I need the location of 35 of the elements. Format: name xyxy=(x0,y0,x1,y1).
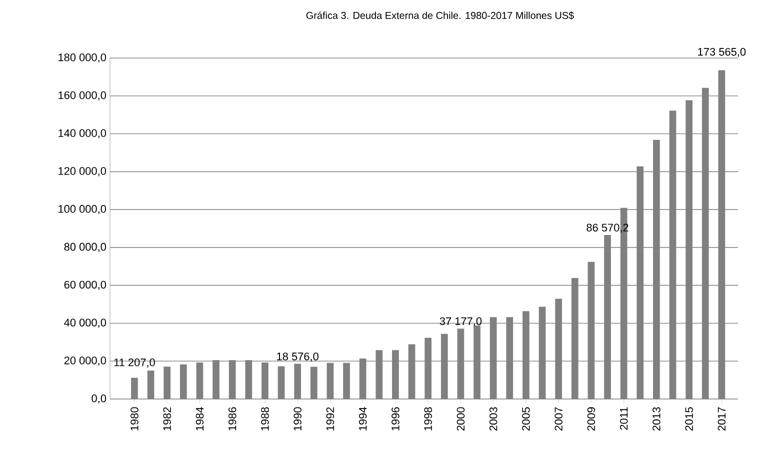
y-tick-label: 160 000,0 xyxy=(58,91,106,100)
y-tick-label: 20 000,0 xyxy=(64,356,106,366)
x-tick-label: 2005 xyxy=(522,407,530,431)
x-tick-label: 2013 xyxy=(652,407,660,431)
x-tick-label: 1998 xyxy=(424,407,432,430)
data-label: 173 565,0 xyxy=(698,48,746,57)
x-tick-label: 2007 xyxy=(554,407,562,431)
y-tick-label: 80 000,0 xyxy=(64,242,106,252)
data-label: 18 576,0 xyxy=(277,352,318,362)
y-tick-label: 60 000,0 xyxy=(64,280,106,290)
x-tick-label: 2009 xyxy=(587,407,596,431)
x-tick-label: 1996 xyxy=(392,407,400,430)
x-tick-label: 1988 xyxy=(261,407,269,430)
x-tick-label: 2015 xyxy=(685,407,693,431)
data-label: 37 177,0 xyxy=(440,317,482,326)
x-tick-label: 1992 xyxy=(326,407,334,430)
x-tick-label: 2011 xyxy=(620,407,628,430)
y-tick-label: 180 000,0 xyxy=(58,53,106,63)
y-tick-label: 100 000,0 xyxy=(58,205,106,214)
x-tick-label: 1980 xyxy=(130,407,138,430)
x-tick-label: 1982 xyxy=(163,407,171,430)
y-tick-label: 40 000,0 xyxy=(64,318,106,328)
chart-title: Gráfica 3. Deuda Externa de Chile. 1980-2017 Millones US$ xyxy=(306,12,574,20)
x-tick-label: 2000 xyxy=(456,407,465,431)
x-tick-label: 1984 xyxy=(196,407,204,430)
x-tick-label: 2017 xyxy=(718,407,726,431)
x-tick-label: 1986 xyxy=(228,407,236,430)
x-tick-label: 1990 xyxy=(294,407,302,430)
x-tick-label: 2003 xyxy=(489,407,498,431)
data-label: 86 570,2 xyxy=(586,224,628,233)
y-tick-label: 120 000,0 xyxy=(58,167,106,176)
x-tick-label: 1994 xyxy=(358,407,367,430)
data-label: 11 207,0 xyxy=(114,358,155,368)
y-tick-label: 0,0 xyxy=(92,394,106,404)
y-tick-label: 140 000,0 xyxy=(58,129,106,138)
